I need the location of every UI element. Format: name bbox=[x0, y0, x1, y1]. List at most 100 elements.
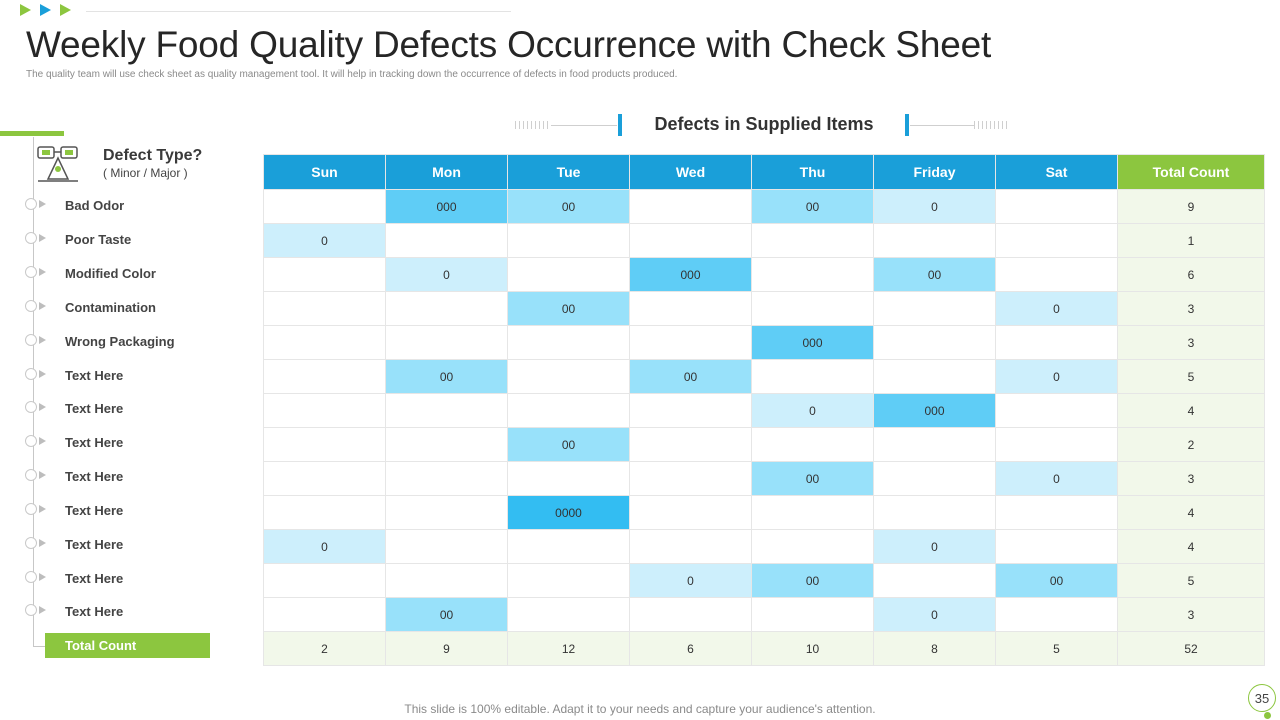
check-cell: 0 bbox=[385, 257, 508, 292]
row-total-cell: 9 bbox=[1117, 189, 1265, 224]
check-cell bbox=[751, 427, 874, 462]
bullet-arrow-icon bbox=[25, 232, 46, 244]
check-cell: 0 bbox=[873, 597, 996, 632]
check-cell bbox=[629, 291, 752, 326]
check-cell bbox=[995, 189, 1118, 224]
check-cell bbox=[263, 427, 386, 462]
check-cell bbox=[873, 359, 996, 394]
bullet-arrow-icon bbox=[25, 571, 46, 583]
column-header: Mon bbox=[385, 154, 508, 190]
defect-row-label: Bad Odor bbox=[0, 188, 220, 222]
section-rule bbox=[910, 125, 974, 126]
section-bar bbox=[618, 114, 622, 136]
check-cell bbox=[385, 291, 508, 326]
total-cell: 8 bbox=[873, 631, 996, 666]
check-cell bbox=[873, 563, 996, 598]
defect-severity-note: ( Minor / Major ) bbox=[103, 166, 188, 180]
check-cell bbox=[873, 427, 996, 462]
check-cell: 000 bbox=[629, 257, 752, 292]
row-total-cell: 5 bbox=[1117, 359, 1265, 394]
decorative-ticks bbox=[515, 121, 551, 129]
defect-row-label: Text Here bbox=[0, 358, 220, 392]
row-total-cell: 4 bbox=[1117, 495, 1265, 530]
check-cell: 0 bbox=[873, 189, 996, 224]
check-cell bbox=[629, 325, 752, 360]
defect-name: Bad Odor bbox=[65, 197, 125, 213]
check-cell bbox=[995, 393, 1118, 428]
check-cell bbox=[507, 597, 630, 632]
column-header: Sat bbox=[995, 154, 1118, 190]
bullet-arrow-icon bbox=[25, 401, 46, 413]
bullet-arrow-icon bbox=[25, 368, 46, 380]
check-cell: 000 bbox=[873, 393, 996, 428]
bullet-arrow-icon bbox=[25, 266, 46, 278]
row-total-cell: 2 bbox=[1117, 427, 1265, 462]
bullet-arrow-icon bbox=[25, 604, 46, 616]
check-cell: 00 bbox=[751, 563, 874, 598]
check-cell: 0000 bbox=[507, 495, 630, 530]
check-cell: 0 bbox=[263, 223, 386, 258]
decorative-arrows bbox=[20, 4, 71, 16]
defect-name: Poor Taste bbox=[65, 231, 132, 247]
check-cell bbox=[751, 257, 874, 292]
check-cell bbox=[507, 461, 630, 496]
check-cell bbox=[873, 461, 996, 496]
row-total-cell: 4 bbox=[1117, 529, 1265, 564]
check-cell bbox=[629, 529, 752, 564]
defect-row-label: Poor Taste bbox=[0, 222, 220, 256]
defect-row-label: Wrong Packaging bbox=[0, 324, 220, 358]
check-cell bbox=[385, 563, 508, 598]
column-header: Friday bbox=[873, 154, 996, 190]
defect-row-label: Text Here bbox=[0, 561, 220, 595]
timeline-connector bbox=[33, 646, 45, 647]
check-cell: 00 bbox=[507, 291, 630, 326]
table-row: 0000 4 bbox=[263, 495, 1265, 530]
column-header: Wed bbox=[629, 154, 752, 190]
check-cell bbox=[263, 563, 386, 598]
defect-name: Text Here bbox=[65, 400, 124, 416]
row-total-cell: 4 bbox=[1117, 393, 1265, 428]
check-cell: 0 bbox=[995, 291, 1118, 326]
total-cell: 5 bbox=[995, 631, 1118, 666]
check-cell: 0 bbox=[995, 461, 1118, 496]
check-cell bbox=[385, 393, 508, 428]
section-title: Defects in Supplied Items bbox=[654, 114, 874, 134]
arrow-icon bbox=[60, 4, 71, 16]
check-cell: 000 bbox=[385, 189, 508, 224]
row-total-cell: 6 bbox=[1117, 257, 1265, 292]
check-cell: 00 bbox=[507, 189, 630, 224]
total-cell: 10 bbox=[751, 631, 874, 666]
row-total-cell: 1 bbox=[1117, 223, 1265, 258]
bullet-arrow-icon bbox=[25, 334, 46, 346]
timeline-line bbox=[33, 137, 34, 647]
check-cell bbox=[263, 597, 386, 632]
column-header: Tue bbox=[507, 154, 630, 190]
check-cell bbox=[385, 495, 508, 530]
check-cell bbox=[263, 461, 386, 496]
decorative-ticks bbox=[974, 121, 1010, 129]
check-cell bbox=[507, 257, 630, 292]
total-cell: 9 bbox=[385, 631, 508, 666]
arrow-icon bbox=[40, 4, 51, 16]
defect-name: Text Here bbox=[65, 468, 124, 484]
check-cell bbox=[263, 359, 386, 394]
check-cell bbox=[751, 359, 874, 394]
bullet-arrow-icon bbox=[25, 469, 46, 481]
bullet-arrow-icon bbox=[25, 198, 46, 210]
check-cell bbox=[385, 427, 508, 462]
table-row: 0 000 00 6 bbox=[263, 257, 1265, 292]
check-cell bbox=[995, 495, 1118, 530]
check-cell: 0 bbox=[263, 529, 386, 564]
check-cell bbox=[629, 461, 752, 496]
check-cell bbox=[873, 291, 996, 326]
check-cell bbox=[385, 223, 508, 258]
accent-bar bbox=[0, 131, 64, 136]
check-cell bbox=[751, 597, 874, 632]
defect-name: Contamination bbox=[65, 299, 156, 315]
check-cell bbox=[263, 291, 386, 326]
